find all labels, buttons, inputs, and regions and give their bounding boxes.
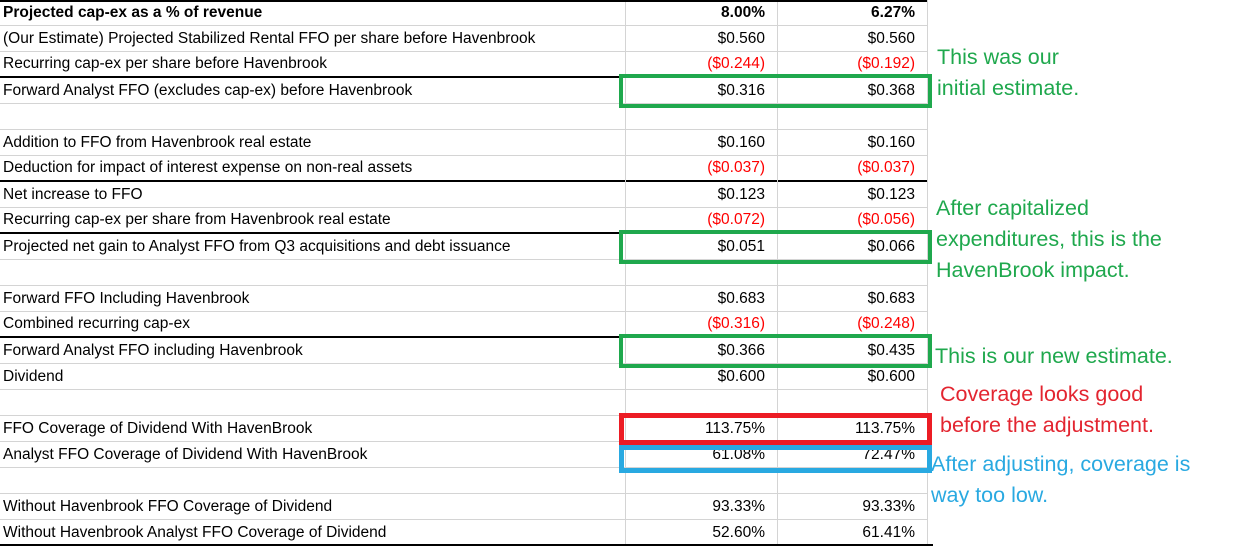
value-cell-col2[interactable]: ($0.192): [857, 55, 915, 72]
value-cell-col2[interactable]: 93.33%: [862, 497, 915, 515]
value-cell-col1[interactable]: ($0.244): [707, 55, 765, 72]
table-top-border: [0, 0, 927, 2]
value-cell-col1[interactable]: ($0.316): [707, 315, 765, 332]
highlight-box-blue: [619, 445, 932, 473]
value-cell-col1[interactable]: 93.33%: [712, 497, 765, 515]
row-label-cell[interactable]: Forward Analyst FFO including Havenbrook: [3, 341, 303, 359]
value-cell-col2[interactable]: $0.683: [867, 289, 915, 307]
value-cell-col2[interactable]: $0.368: [867, 81, 915, 99]
row-label-cell[interactable]: Forward FFO Including Havenbrook: [3, 289, 250, 307]
value-cell-col2[interactable]: $0.600: [867, 367, 915, 385]
highlight-box-green: [619, 74, 932, 108]
row-label-cell[interactable]: Combined recurring cap-ex: [3, 315, 190, 332]
table-row: (Our Estimate) Projected Stabilized Rent…: [0, 26, 927, 52]
row-label-cell[interactable]: Without Havenbrook Analyst FFO Coverage …: [3, 523, 387, 541]
value-cell-col2[interactable]: 113.75%: [854, 419, 915, 437]
value-cell-col1[interactable]: $0.683: [717, 289, 765, 307]
annotation-green-3: This is our new estimate.: [935, 344, 1173, 368]
row-label-cell[interactable]: Deduction for impact of interest expense…: [3, 159, 413, 176]
row-label-cell[interactable]: Net increase to FFO: [3, 185, 143, 203]
table-row: Without Havenbrook FFO Coverage of Divid…: [0, 494, 927, 520]
value-cell-col2[interactable]: ($0.037): [857, 159, 915, 176]
table-row: Combined recurring cap-ex ($0.316) ($0.248…: [0, 312, 927, 338]
table-row: FFO Coverage of Dividend With HavenBrook…: [0, 416, 927, 442]
column-divider-b-c: [777, 0, 778, 546]
column-divider-a-b: [625, 0, 626, 546]
highlight-box-red: [619, 413, 932, 445]
table-row: Recurring cap-ex per share from Havenbro…: [0, 208, 927, 234]
table-row: Dividend $0.600 $0.600: [0, 364, 927, 390]
value-cell-col1[interactable]: [625, 390, 777, 415]
value-cell-col2[interactable]: $0.560: [867, 29, 915, 47]
table-row: Forward Analyst FFO including Havenbrook…: [0, 338, 927, 364]
value-cell-col2[interactable]: [777, 390, 927, 415]
annotation-red-4: Coverage looks good before the adjustmen…: [940, 382, 1154, 437]
value-cell-col2[interactable]: $0.435: [867, 341, 915, 359]
value-cell-col1[interactable]: $0.600: [717, 367, 765, 385]
table-right-edge-line: [927, 0, 928, 546]
value-cell-col2[interactable]: ($0.248): [857, 315, 915, 332]
value-cell-col1[interactable]: $0.366: [717, 341, 765, 359]
row-label-cell[interactable]: Analyst FFO Coverage of Dividend With Ha…: [3, 445, 368, 463]
row-label-cell[interactable]: Addition to FFO from Havenbrook real est…: [3, 133, 312, 151]
table-row-empty: [0, 390, 927, 416]
value-cell-col2[interactable]: $0.160: [867, 133, 915, 151]
row-label-cell[interactable]: Forward Analyst FFO (excludes cap-ex) be…: [3, 81, 413, 99]
value-cell-col1[interactable]: $0.051: [717, 237, 765, 255]
row-label-cell[interactable]: (Our Estimate) Projected Stabilized Rent…: [3, 29, 536, 47]
table-row: Projected net gain to Analyst FFO from Q…: [0, 234, 927, 260]
value-cell-col2[interactable]: 61.41%: [862, 523, 915, 541]
value-cell-col1[interactable]: $0.160: [717, 133, 765, 151]
value-cell-col1[interactable]: 113.75%: [704, 419, 765, 437]
annotation-green-1: This was our initial estimate.: [937, 45, 1080, 100]
value-cell-col2[interactable]: ($0.056): [857, 211, 915, 228]
value-cell-col1[interactable]: ($0.072): [707, 211, 765, 228]
row-label-cell[interactable]: Without Havenbrook FFO Coverage of Divid…: [3, 497, 333, 515]
value-cell-col2[interactable]: 6.27%: [871, 3, 915, 21]
value-cell-col1[interactable]: ($0.037): [707, 159, 765, 176]
table-row-empty: [0, 104, 927, 130]
value-cell-col1[interactable]: 8.00%: [721, 3, 765, 21]
table-row: Net increase to FFO $0.123 $0.123: [0, 182, 927, 208]
value-cell-col2[interactable]: $0.066: [867, 237, 915, 255]
row-label-cell[interactable]: FFO Coverage of Dividend With HavenBrook: [3, 419, 313, 437]
highlight-box-green: [619, 230, 932, 264]
row-label-cell[interactable]: Recurring cap-ex per share from Havenbro…: [3, 211, 391, 228]
table-row: Recurring cap-ex per share before Havenb…: [0, 52, 927, 78]
table-row: Without Havenbrook Analyst FFO Coverage …: [0, 520, 927, 546]
row-label-cell[interactable]: Projected net gain to Analyst FFO from Q…: [3, 237, 511, 255]
row-label-cell[interactable]: Recurring cap-ex per share before Havenb…: [3, 55, 327, 72]
table-row: Deduction for impact of interest expense…: [0, 156, 927, 182]
table-row: Forward FFO Including Havenbrook $0.683 $0…: [0, 286, 927, 312]
annotation-blue-5: After adjusting, coverage is way too low…: [931, 452, 1191, 507]
row-label-cell[interactable]: Dividend: [3, 367, 64, 385]
value-cell-col1[interactable]: 52.60%: [712, 523, 765, 541]
highlight-box-green: [619, 334, 932, 368]
table-row: Addition to FFO from Havenbrook real est…: [0, 130, 927, 156]
value-cell-col1[interactable]: $0.560: [717, 29, 765, 47]
table-row: Forward Analyst FFO (excludes cap-ex) be…: [0, 78, 927, 104]
annotation-green-2: After capitalized expenditures, this is …: [936, 196, 1162, 282]
value-cell-col2[interactable]: $0.123: [867, 185, 915, 203]
table-row-empty: [0, 468, 927, 494]
table-bottom-border: [0, 544, 933, 546]
value-cell-col1[interactable]: $0.123: [717, 185, 765, 203]
table-row-empty: [0, 260, 927, 286]
row-label-cell[interactable]: Projected cap-ex as a % of revenue: [3, 3, 263, 21]
table-row: Projected cap-ex as a % of revenue 8.00% 6…: [0, 0, 927, 26]
value-cell-col1[interactable]: $0.316: [717, 81, 765, 99]
